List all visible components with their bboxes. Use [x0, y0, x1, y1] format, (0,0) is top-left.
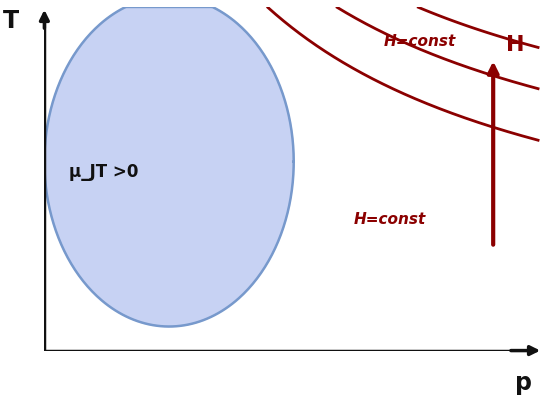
Text: μ_JT >0: μ_JT >0 [69, 163, 139, 181]
Text: H: H [505, 35, 524, 55]
Text: H=const: H=const [354, 212, 426, 228]
Text: p: p [515, 371, 532, 395]
Polygon shape [45, 7, 294, 326]
Text: T: T [3, 9, 19, 33]
Text: H=const: H=const [383, 34, 456, 49]
